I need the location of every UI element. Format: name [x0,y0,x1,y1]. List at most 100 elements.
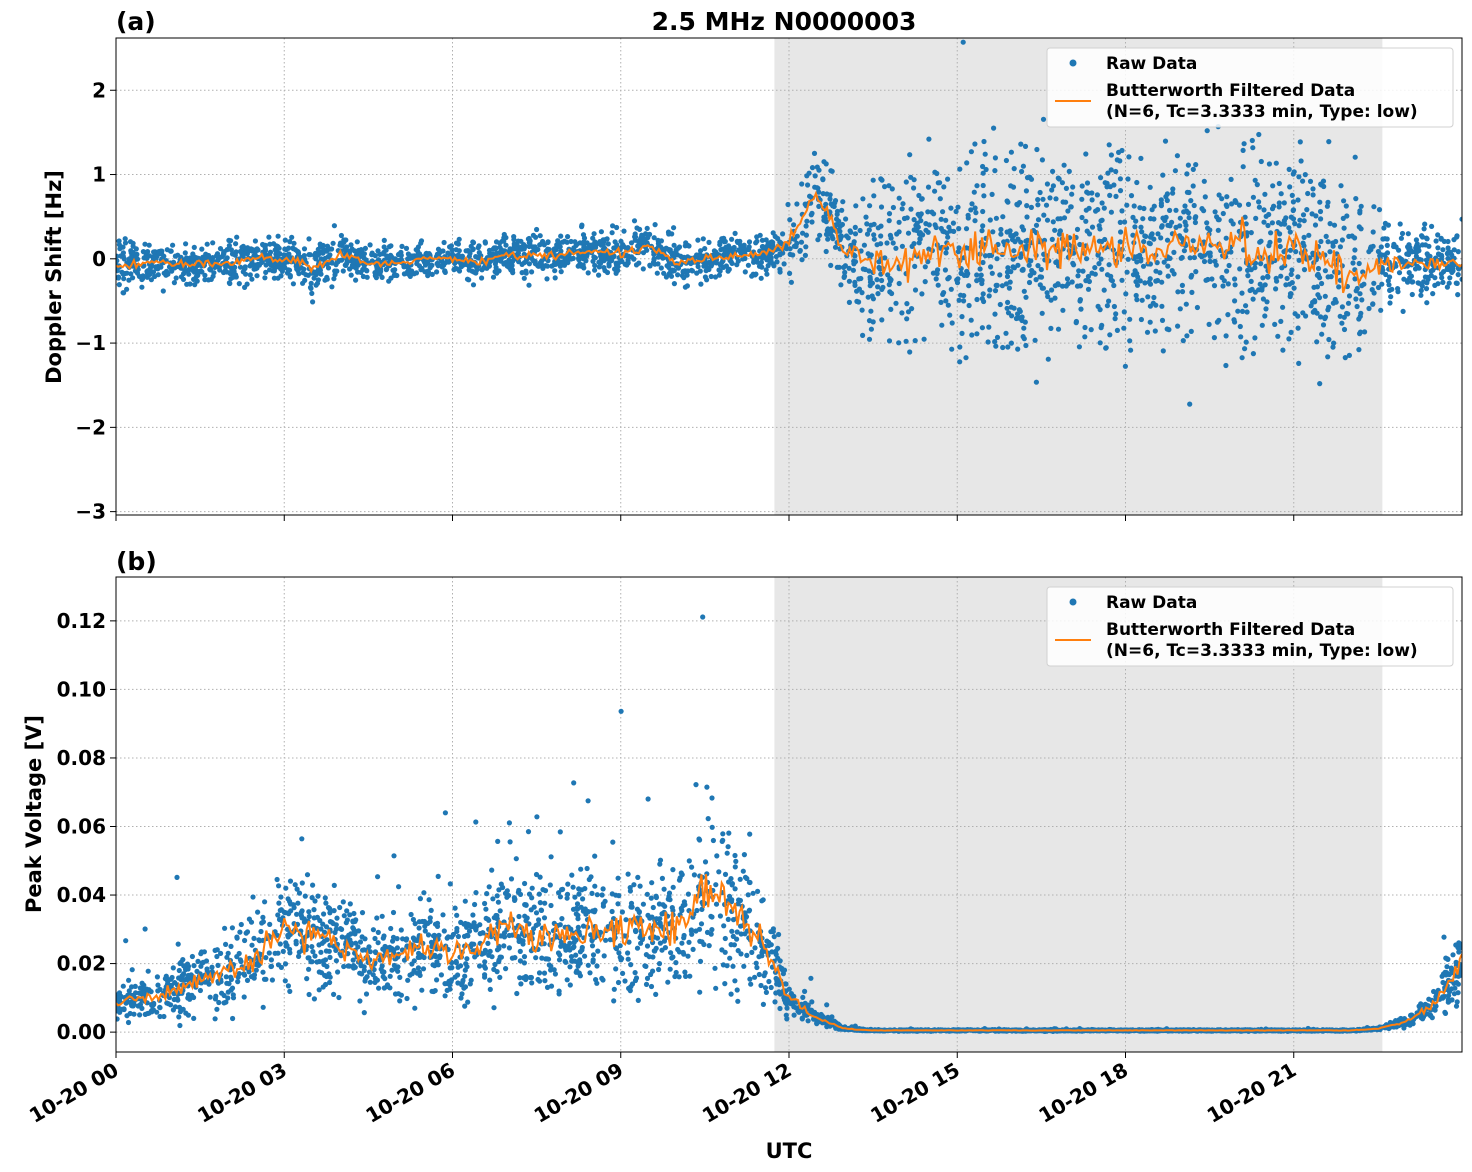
raw-data-point [1201,258,1208,265]
raw-data-point [899,206,905,212]
raw-data-point [957,166,963,172]
raw-data-point [1177,215,1183,221]
raw-data-point [631,218,638,224]
raw-data-point [1119,147,1125,154]
raw-data-point [866,227,872,233]
raw-data-point [839,221,846,228]
raw-data-point [904,215,910,221]
raw-data-point [318,926,324,932]
raw-data-point [866,336,873,342]
raw-data-point [745,892,751,898]
raw-data-point [854,288,860,294]
raw-data-point [507,839,513,845]
raw-data-point [762,985,769,991]
raw-data-point [1419,242,1426,248]
raw-data-point [1070,260,1076,266]
raw-data-point [1193,269,1199,275]
raw-data-point [1186,215,1192,221]
raw-data-point [511,242,517,248]
raw-data-point [1446,280,1452,286]
raw-data-point [1092,265,1098,271]
raw-data-point [1113,168,1119,175]
raw-data-point [120,250,126,256]
raw-data-point [1396,270,1403,276]
raw-data-point [689,931,695,937]
raw-data-point [487,977,493,983]
raw-data-point [829,1014,835,1020]
raw-data-point [482,239,488,245]
raw-data-point [1024,214,1030,220]
raw-data-point [926,246,932,252]
raw-data-point [1378,244,1384,250]
raw-data-point [327,252,333,258]
raw-data-point [675,265,682,271]
raw-data-point [323,948,329,954]
raw-data-point [980,291,986,297]
raw-data-point [133,253,139,259]
raw-data-point [296,953,302,960]
raw-data-point [1032,337,1038,343]
raw-data-point [1425,276,1431,282]
raw-data-point [946,274,952,281]
raw-data-point [1191,202,1197,209]
raw-data-point [678,905,684,912]
raw-data-point [542,900,548,906]
raw-data-point [537,233,543,239]
raw-data-point [581,235,588,241]
raw-data-point [974,331,980,337]
raw-data-point [1061,215,1068,221]
raw-data-point [331,882,337,889]
raw-data-point [1429,223,1435,229]
raw-data-point [1435,281,1441,287]
raw-data-point [375,929,381,936]
raw-data-point [1445,255,1451,262]
raw-data-point [176,1014,182,1020]
raw-data-point [405,256,411,262]
raw-data-point [180,276,187,282]
raw-data-point [1158,200,1164,206]
raw-data-point [490,274,497,280]
raw-data-point [888,235,894,241]
raw-data-point [124,286,130,292]
raw-data-point [429,271,435,277]
raw-data-point [557,244,563,250]
raw-data-point [709,261,715,267]
raw-data-point [1108,152,1114,158]
raw-data-point [729,882,735,888]
raw-data-point [242,284,248,290]
raw-data-point [351,910,357,917]
raw-data-point [805,1018,811,1024]
raw-data-point [1310,299,1316,305]
raw-data-point [980,170,986,176]
raw-data-point [493,246,499,252]
raw-data-point [1039,310,1045,316]
raw-data-point [191,244,197,250]
raw-data-point [330,240,336,246]
raw-data-point [1169,219,1175,225]
raw-data-point [1287,293,1293,300]
raw-data-point [999,283,1006,289]
raw-data-point [746,239,753,245]
raw-data-point [164,270,170,276]
raw-data-point [1065,281,1071,287]
raw-data-point [541,970,548,976]
raw-data-point [846,299,853,305]
raw-data-point [130,249,136,256]
raw-data-point [1215,217,1221,223]
raw-data-point [1317,381,1323,387]
raw-data-point [640,250,647,256]
raw-data-point [574,901,581,907]
raw-data-point [1024,175,1031,181]
raw-data-point [367,242,373,248]
raw-data-point [540,887,546,893]
raw-data-point [1228,176,1234,182]
raw-data-point [878,204,885,210]
raw-data-point [846,265,852,271]
raw-data-point [824,191,830,197]
raw-data-point [217,246,224,252]
raw-data-point [1164,237,1171,243]
raw-data-point [274,876,280,883]
raw-data-point [1397,221,1403,227]
plot-area [116,39,1462,407]
raw-data-point [300,280,306,286]
